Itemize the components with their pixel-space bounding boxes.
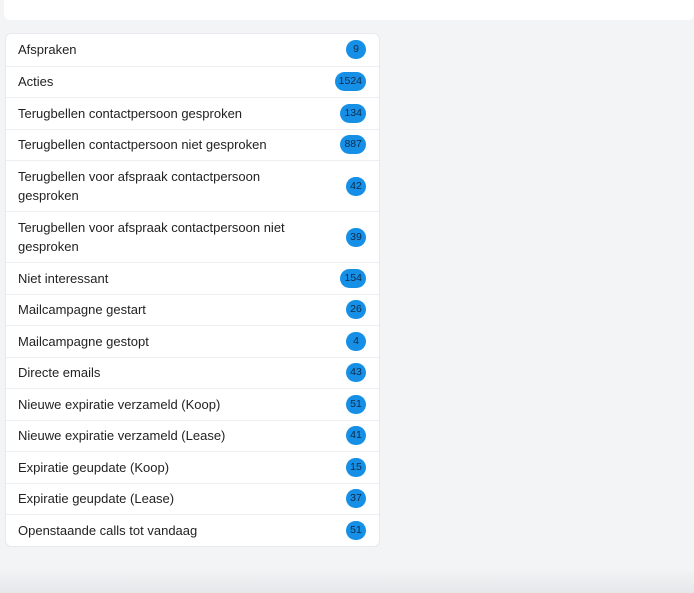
list-item-label: Openstaande calls tot vandaag (18, 522, 198, 538)
count-badge: 37 (346, 489, 366, 509)
footer-shade (0, 568, 694, 593)
list-item[interactable]: Directe emails 43 (6, 356, 379, 389)
list-item[interactable]: Terugbellen voor afspraak contactpersoon… (6, 160, 379, 211)
top-panel (4, 0, 694, 20)
list-item[interactable]: Nieuwe expiratie verzameld (Koop) 51 (6, 388, 379, 420)
list-item[interactable]: Mailcampagne gestart 26 (6, 293, 379, 326)
list-item-label: Afspraken (18, 42, 77, 58)
list-item-label: Nieuwe expiratie verzameld (Lease) (18, 428, 226, 444)
list-item-label: Expiratie geupdate (Koop) (18, 459, 170, 475)
count-badge: 887 (340, 135, 366, 155)
list-item-label: Terugbellen contactpersoon gesproken (18, 105, 243, 121)
count-badge: 51 (346, 520, 366, 540)
list-item[interactable]: Mailcampagne gestopt 4 (6, 325, 379, 357)
count-badge: 42 (346, 176, 366, 196)
list-item-label: Mailcampagne gestart (18, 302, 146, 318)
list-item[interactable]: Terugbellen contactpersoon gesproken 134 (6, 97, 379, 129)
count-badge: 15 (346, 457, 366, 477)
count-badge: 43 (346, 363, 366, 383)
count-badge: 1524 (334, 72, 366, 92)
list-item-label: Nieuwe expiratie verzameld (Koop) (18, 396, 221, 412)
list-item[interactable]: Expiratie geupdate (Lease) 37 (6, 482, 379, 515)
count-badge: 51 (346, 394, 366, 414)
list-item[interactable]: Terugbellen contactpersoon niet gesproke… (6, 128, 379, 161)
list-item[interactable]: Nieuwe expiratie verzameld (Lease) 41 (6, 419, 379, 452)
list-item[interactable]: Expiratie geupdate (Koop) 15 (6, 451, 379, 483)
count-badge: 9 (346, 40, 366, 60)
list-item[interactable]: Acties 1524 (6, 65, 379, 98)
list-item-label: Acties (18, 74, 54, 90)
count-badge: 41 (346, 426, 366, 446)
count-badge: 4 (346, 331, 366, 351)
list-item-label: Directe emails (18, 365, 101, 381)
list-item-label: Expiratie geupdate (Lease) (18, 491, 175, 507)
list-item-label: Terugbellen voor afspraak contactpersoon… (18, 169, 261, 203)
count-badge: 154 (340, 268, 366, 288)
activity-count-list: Afspraken 9 Acties 1524 Terugbellen contactp… (5, 33, 380, 547)
count-badge: 26 (346, 300, 366, 320)
list-item-label: Mailcampagne gestopt (18, 333, 149, 349)
list-item[interactable]: Afspraken 9 (6, 34, 379, 66)
count-badge: 39 (346, 227, 366, 247)
list-item-label: Niet interessant (18, 270, 109, 286)
list-item-label: Terugbellen contactpersoon niet gesproke… (18, 137, 267, 153)
list-item-label: Terugbellen voor afspraak contactpersoon… (18, 220, 285, 254)
list-item[interactable]: Terugbellen voor afspraak contactpersoon… (6, 211, 379, 262)
list-item[interactable]: Openstaande calls tot vandaag 51 (6, 514, 379, 546)
list-item[interactable]: Niet interessant 154 (6, 262, 379, 294)
count-badge: 134 (340, 103, 366, 123)
